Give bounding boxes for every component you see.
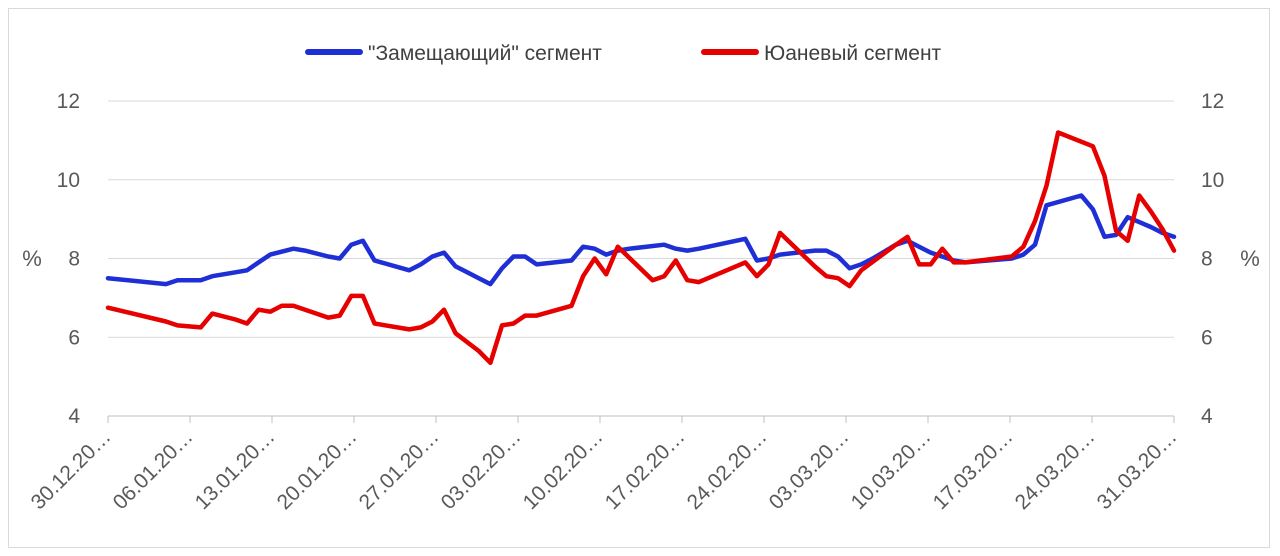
y-tick-left: 8 (68, 248, 80, 271)
x-tick-label: 10.02.20… (519, 425, 608, 514)
y-tick-left: 6 (68, 326, 80, 349)
x-tick-label: 03.02.20… (437, 425, 526, 514)
x-tick-label: 10.03.20… (847, 425, 936, 514)
x-tick-label: 03.03.20… (765, 425, 854, 514)
y-axis-left-label: % (22, 246, 42, 271)
y-tick-left: 4 (68, 405, 80, 428)
x-tick-label: 30.12.20… (27, 425, 116, 514)
chart-frame (8, 8, 1270, 548)
y-tick-right: 6 (1201, 326, 1213, 349)
y-axis-right: 4 6 8 10 12 (1201, 90, 1224, 428)
x-tick-label: 06.01.20… (109, 425, 198, 514)
x-tick-label: 27.01.20… (355, 425, 444, 514)
y-axis-left: 4 6 8 10 12 (57, 90, 81, 428)
y-tick-right: 4 (1201, 405, 1213, 428)
legend: "Замещающий" сегмент Юаневый сегмент (305, 42, 942, 65)
x-axis: 30.12.20…06.01.20…13.01.20…20.01.20…27.0… (27, 416, 1182, 514)
x-tick-label: 24.03.20… (1011, 425, 1100, 514)
legend-label-2: Юаневый сегмент (764, 42, 942, 65)
y-tick-left: 10 (57, 169, 80, 192)
legend-label-1: "Замещающий" сегмент (368, 42, 602, 65)
y-axis-right-label: % (1240, 246, 1260, 271)
x-tick-label: 17.02.20… (601, 425, 690, 514)
x-tick-label: 24.02.20… (683, 425, 772, 514)
x-tick-label: 31.03.20… (1093, 425, 1182, 514)
y-tick-right: 8 (1201, 248, 1213, 271)
x-tick-label: 20.01.20… (273, 425, 362, 514)
x-tick-label: 17.03.20… (929, 425, 1018, 514)
y-tick-right: 10 (1201, 169, 1224, 192)
y-tick-left: 12 (57, 90, 80, 113)
series-lines (105, 130, 1177, 366)
x-tick-label: 13.01.20… (191, 425, 280, 514)
series-line-2 (105, 130, 1177, 366)
y-tick-right: 12 (1201, 90, 1224, 113)
